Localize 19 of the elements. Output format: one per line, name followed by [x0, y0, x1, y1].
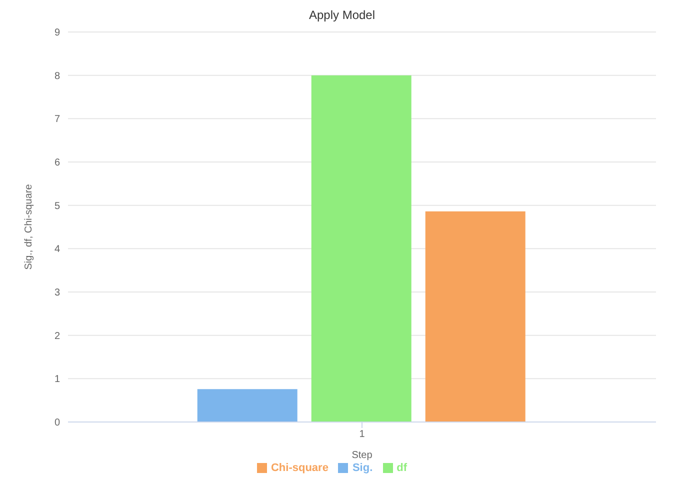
x-axis-title: Step — [352, 450, 373, 461]
y-tick-label: 9 — [54, 28, 60, 39]
y-axis-title: Sig., df, Chi-square — [24, 184, 35, 270]
y-tick-label: 4 — [54, 244, 60, 256]
bar — [311, 75, 412, 422]
y-tick-label: 8 — [54, 70, 60, 82]
legend-label: Sig. — [352, 462, 373, 474]
y-tick-label: 1 — [54, 374, 60, 386]
legend-label: df — [396, 462, 408, 474]
bar — [425, 211, 526, 422]
y-tick-label: 7 — [54, 114, 60, 126]
legend-label: Chi-square — [270, 462, 328, 474]
y-tick-label: 5 — [54, 200, 60, 212]
bar — [197, 389, 298, 422]
y-tick-label: 2 — [54, 330, 60, 342]
y-tick-label: 6 — [54, 158, 60, 169]
y-tick-label: 3 — [54, 288, 60, 299]
chart-title: Apply Model — [308, 8, 376, 22]
y-tick-label: 0 — [54, 418, 60, 429]
